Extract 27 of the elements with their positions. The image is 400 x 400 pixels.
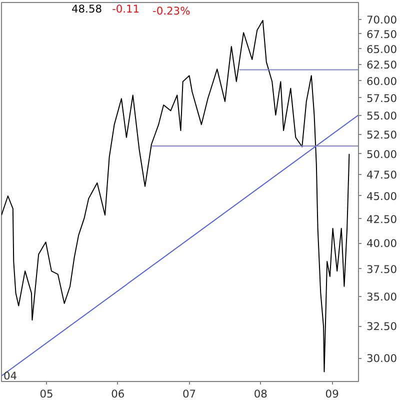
y-tick-label: 37.50 xyxy=(366,262,398,276)
x-tick-label: 07 xyxy=(182,388,196,400)
annotation: -0.11 xyxy=(112,2,140,16)
x-tick-label: 08 xyxy=(254,388,268,400)
y-tick-label: 35.00 xyxy=(366,290,398,304)
y-tick-label: 47.50 xyxy=(366,168,398,182)
x-tick-label: 09 xyxy=(325,388,340,400)
x-tick-label: 06 xyxy=(111,388,125,400)
y-tick-label: 65.00 xyxy=(366,42,398,56)
y-tick-label: 50.00 xyxy=(366,148,398,161)
y-tick-label: 30.00 xyxy=(366,352,398,366)
annotation: 04 xyxy=(4,370,18,382)
y-tick-label: 67.50 xyxy=(366,28,398,41)
x-tick-label: 05 xyxy=(40,388,54,400)
y-tick-label: 52.50 xyxy=(366,128,398,142)
y-tick-label: 57.50 xyxy=(366,92,398,105)
y-tick-label: 42.50 xyxy=(366,212,398,226)
annotation: -0.23% xyxy=(152,4,190,18)
annotation: 48.58 xyxy=(72,2,102,16)
line-series xyxy=(2,20,350,372)
y-tick-label: 40.00 xyxy=(366,237,398,250)
y-tick-label: 32.50 xyxy=(366,320,398,334)
y-tick-label: 45.00 xyxy=(366,190,398,203)
y-tick-label: 60.00 xyxy=(366,74,398,88)
y-tick-label: 55.00 xyxy=(366,110,398,123)
y-tick-label: 70.00 xyxy=(366,13,398,26)
y-tick-label: 62.50 xyxy=(366,58,398,72)
